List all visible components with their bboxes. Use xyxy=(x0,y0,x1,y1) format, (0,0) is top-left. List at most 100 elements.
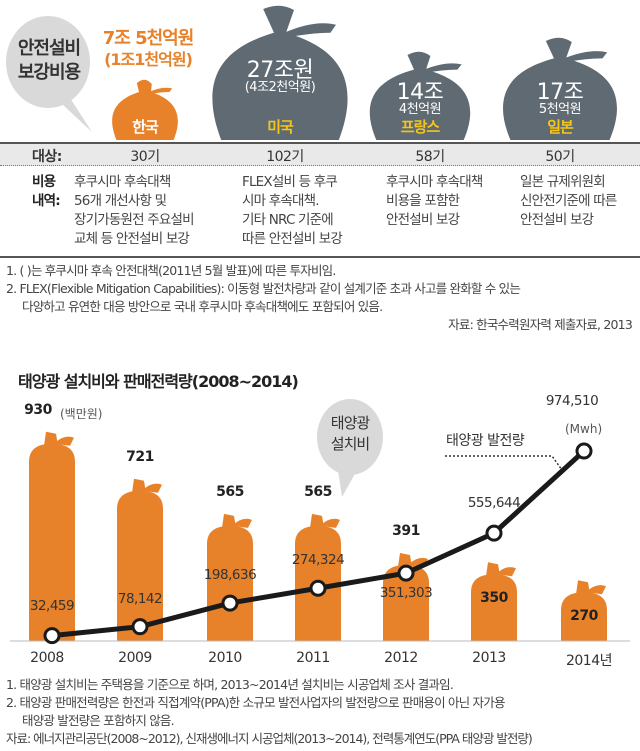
desc-line: 후쿠시마 후속대책 xyxy=(386,174,483,190)
amount-sub: (4조2천억원) xyxy=(244,80,316,95)
bag-knot xyxy=(486,562,516,577)
speech-bubble-top xyxy=(6,16,92,132)
bar-2014년 xyxy=(561,592,607,641)
bag-tie xyxy=(149,87,173,95)
x-tick-label: 2014년 xyxy=(565,653,613,669)
line-point-2010 xyxy=(221,594,239,612)
desc-us: FLEX설비 등 후쿠 시마 후속대책. 기타 NRC 기준에 따른 안전설비 … xyxy=(242,173,343,249)
target-korea: 30기 xyxy=(130,149,160,165)
desc-line: 56개 개선사항 및 xyxy=(74,193,167,209)
line-unit: (Mwh) xyxy=(565,422,603,436)
amount-sub: (1조1천억원) xyxy=(104,50,193,69)
line-point-2014년 xyxy=(575,442,593,460)
korea-amount: 7조 5천억원 (1조1천억원) xyxy=(98,28,198,70)
money-bag-3 xyxy=(503,37,617,140)
desc-line: 기타 NRC 기준에 xyxy=(242,212,334,228)
line-point-2011 xyxy=(309,579,327,597)
bar-2008 xyxy=(29,443,75,641)
amount: 14조 xyxy=(396,80,444,105)
x-tick-label: 2008 xyxy=(30,650,64,666)
chart-bubble-text: 태양광 설치비 xyxy=(317,413,383,455)
bag-knot xyxy=(576,580,606,595)
bag-tie xyxy=(564,51,608,63)
country-france: 프랑스 xyxy=(400,118,440,136)
country-japan: 일본 xyxy=(547,118,574,136)
desc-line: 일본 규제위원회 xyxy=(520,174,606,190)
desc-france: 후쿠시마 후속대책 비용을 포함한 안전설비 보강 xyxy=(386,173,483,230)
amount: 17조 xyxy=(536,80,584,105)
line-value-label: 32,459 xyxy=(29,597,75,614)
bubble-line: 보강비용 xyxy=(17,62,81,83)
bar-value-label: 565 xyxy=(216,483,244,500)
line-value-label: 274,324 xyxy=(291,552,345,569)
top-notes: 1. ( )는 후쿠시마 후속 안전대책(2011년 5월 발표)에 따른 투자… xyxy=(6,262,636,334)
line-value-label: 198,636 xyxy=(203,567,257,584)
amount: 7조 5천억원 xyxy=(102,28,195,49)
bar-value-label: 350 xyxy=(480,590,508,607)
target-label: 대상: xyxy=(32,149,62,165)
note-line: 다양하고 유연한 대응 방안으로 국내 후쿠시마 후속대책에도 포함되어 있음. xyxy=(22,299,383,314)
bag-knot xyxy=(398,553,428,568)
desc-line: 교체 등 안전설비 보강 xyxy=(74,231,190,247)
chart-title: 태양광 설치비와 판매전력량(2008~2014) xyxy=(18,372,299,391)
desc-line: 후쿠시마 후속대책 xyxy=(74,174,171,190)
line-series-label: 태양광 발전량 xyxy=(446,433,525,449)
desc-label-line: 내역: xyxy=(32,193,61,209)
x-tick-label: 2012 xyxy=(384,650,418,666)
note-line: 태양광 발전량은 포함하지 않음. xyxy=(22,713,175,728)
bag-tie xyxy=(424,63,462,74)
line-value-label: 78,142 xyxy=(117,590,163,607)
france-amount: 14조 4천억원 xyxy=(370,80,470,118)
bubble-line: 설치비 xyxy=(330,435,370,453)
chart-notes: 1. 태양광 설치비는 주택용을 기준으로 하며, 2013~2014년 설치비… xyxy=(6,676,640,748)
bar-value-label: 391 xyxy=(392,523,420,540)
target-row xyxy=(0,142,640,166)
bar-2009 xyxy=(117,490,163,641)
bag-knot xyxy=(44,431,74,446)
top-bubble-text: 안전설비 보강비용 xyxy=(8,37,90,85)
table-bottom-rule xyxy=(0,256,640,258)
line-point-2009 xyxy=(131,618,149,636)
bar-value-label: 930 xyxy=(24,401,52,418)
bar-value-label: 270 xyxy=(570,608,598,625)
country-us: 미국 xyxy=(267,118,294,136)
line-label-leader xyxy=(445,455,563,471)
source: 자료: 에너지관리공단(2008~2012), 신재생에너지 시공업체(2013… xyxy=(6,731,533,746)
bag-knot xyxy=(310,513,340,528)
desc-line: 따른 안전설비 보강 xyxy=(242,231,343,247)
bar-2012 xyxy=(383,565,429,641)
line-value-label: 974,510 xyxy=(545,392,599,409)
bar-2010 xyxy=(207,525,253,641)
target-france: 58기 xyxy=(415,149,445,165)
desc-label-line: 비용 xyxy=(32,174,56,190)
country-korea: 한국 xyxy=(132,118,159,136)
desc-label: 비용 내역: xyxy=(32,173,61,211)
japan-amount: 17조 5천억원 xyxy=(505,80,615,118)
target-us: 102기 xyxy=(266,149,304,165)
line-point-2008 xyxy=(43,627,61,645)
bar-value-label: 565 xyxy=(304,483,332,500)
note-line: 1. ( )는 후쿠시마 후속 안전대책(2011년 5월 발표)에 따른 투자… xyxy=(6,263,336,278)
line-point-2012 xyxy=(397,564,415,582)
x-tick-label: 2011 xyxy=(296,650,330,666)
desc-korea: 후쿠시마 후속대책 56개 개선사항 및 장기가동원전 주요설비 교체 등 안전… xyxy=(74,173,195,249)
money-bag-1 xyxy=(212,5,348,140)
bar-value-label: 721 xyxy=(126,448,154,465)
x-tick-label: 2013 xyxy=(472,650,506,666)
x-tick-label: 2009 xyxy=(118,650,152,666)
line-value-label: 555,644 xyxy=(467,495,521,512)
bag-tie xyxy=(284,23,336,39)
line-value-label: 351,303 xyxy=(379,585,433,602)
amount-sub: 4천억원 xyxy=(398,102,442,117)
source: 자료: 한국수력원자력 제출자료, 2013 xyxy=(448,317,633,332)
target-japan: 50기 xyxy=(545,149,575,165)
desc-line: 장기가동원전 주요설비 xyxy=(74,212,195,228)
bag-knot xyxy=(132,478,162,493)
bubble-line: 안전설비 xyxy=(17,38,81,59)
money-bag-0 xyxy=(112,79,178,140)
us-amount: 27조원 (4조2천억원) xyxy=(220,60,340,96)
desc-japan: 일본 규제위원회 신안전기준에 따른 안전설비 보강 xyxy=(520,173,617,230)
desc-line: 안전설비 보강 xyxy=(520,212,594,228)
bubble-line: 태양광 xyxy=(330,414,370,432)
